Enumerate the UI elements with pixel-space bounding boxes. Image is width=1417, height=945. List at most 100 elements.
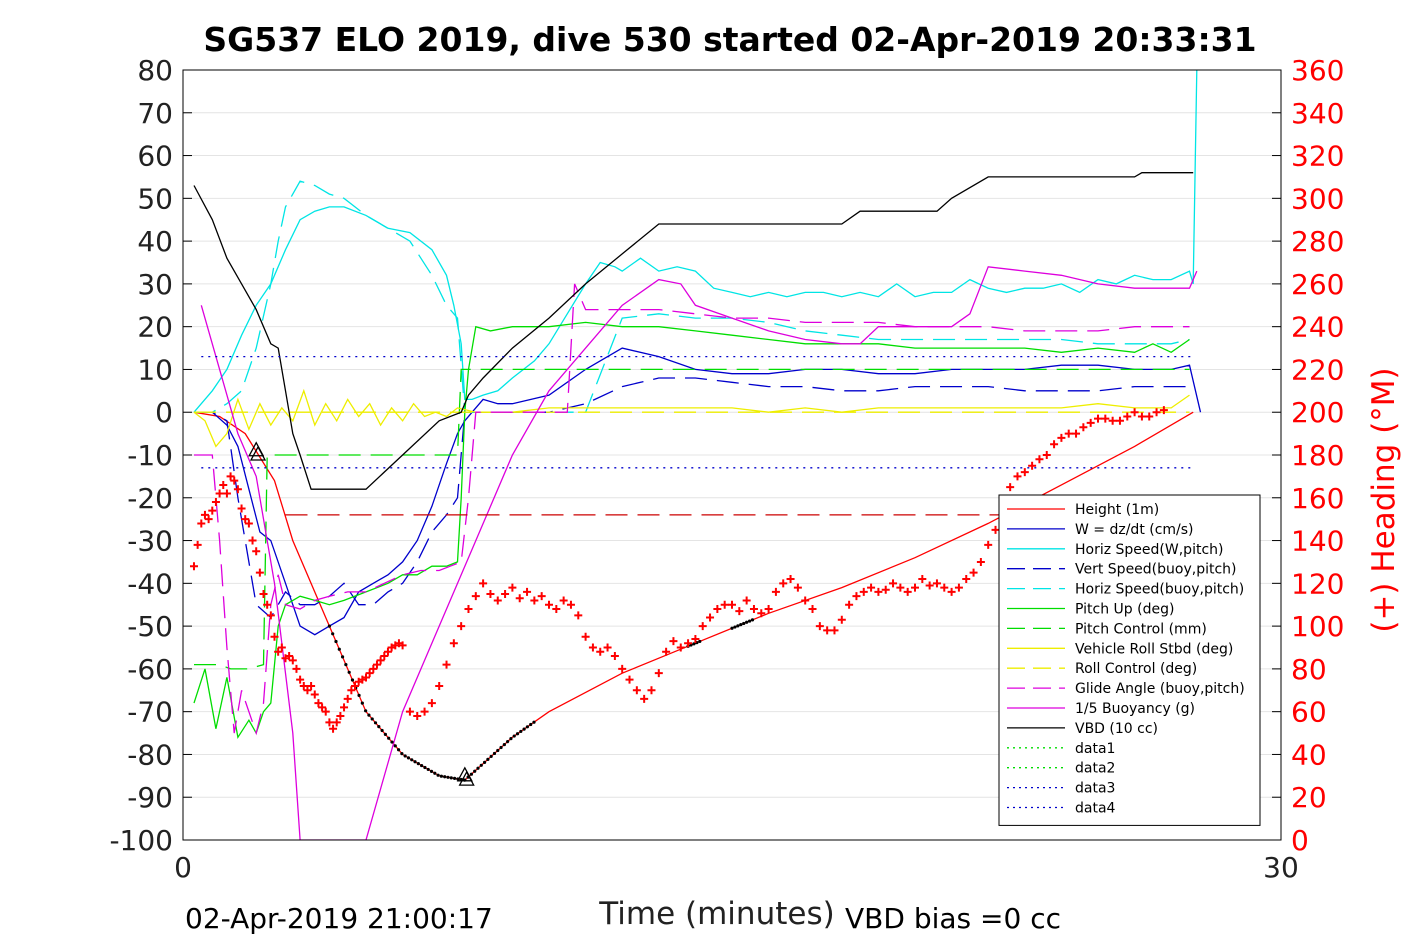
legend-label-pitch: Pitch Up (deg) (1075, 602, 1174, 618)
heading-marker (310, 690, 319, 699)
height-sample-point (532, 720, 536, 724)
heading-marker (596, 647, 605, 656)
heading-marker (369, 664, 378, 673)
left-axis-ticks: 80 70 60 50 40 30 20 10 0 -10 -20 -30 -40 -50 -60 -70 -8… (109, 54, 192, 857)
heading-marker (329, 724, 338, 733)
legend-label-roll_ctrl: Roll Control (deg) (1075, 661, 1197, 677)
heading-marker (618, 664, 627, 673)
heading-marker (808, 605, 817, 613)
series-line-pitch (193, 321, 1190, 740)
height-sample-point (377, 725, 381, 729)
y-tick-label: 80 (137, 54, 173, 87)
heading-marker (266, 611, 275, 620)
heading-marker (764, 605, 773, 613)
triangle-marker (249, 445, 267, 461)
height-sample-point (529, 722, 533, 727)
y2-tick-label: 360 (1291, 54, 1344, 87)
y-tick-label: -50 (127, 610, 173, 643)
height-sample-point (406, 756, 411, 760)
heading-marker (211, 498, 220, 507)
heading-marker (1072, 429, 1081, 438)
height-sample-point (400, 751, 404, 756)
y2-tick-label: 120 (1291, 567, 1344, 600)
heading-marker (380, 652, 389, 661)
y2-tick-label: 260 (1291, 268, 1344, 301)
heading-marker (336, 711, 345, 720)
legend-label-roll: Vehicle Roll Stbd (deg) (1075, 641, 1233, 657)
height-sample-point (482, 760, 487, 764)
height-sample-point (334, 639, 338, 644)
heading-marker (1094, 414, 1102, 423)
legend-label-horiz_w: Horiz Speed(W,pitch) (1075, 542, 1223, 558)
heading-marker (233, 485, 242, 494)
height-sample-point (347, 670, 351, 674)
y2-tick-label: 140 (1291, 525, 1344, 558)
heading-marker (362, 673, 370, 682)
heading-marker (464, 605, 473, 613)
heading-marker (303, 686, 312, 695)
heading-marker (669, 637, 678, 646)
height-sample-point (730, 626, 734, 630)
height-sample-point (509, 737, 513, 741)
heading-marker (969, 568, 978, 577)
heading-marker (1050, 440, 1059, 449)
height-sample-point (373, 721, 378, 725)
x-axis-ticks: 0 30 (174, 831, 1299, 884)
heading-marker (435, 682, 444, 690)
legend-label-glide: Glide Angle (buoy,pitch) (1075, 681, 1245, 697)
legend-label-vbd: VBD (10 cc) (1075, 721, 1158, 737)
series-line-roll (193, 388, 1190, 448)
heading-marker (1006, 483, 1015, 492)
heading-marker (918, 575, 927, 584)
heading-marker (405, 707, 414, 716)
series-layer (193, 70, 1202, 840)
legend: Height (1m) W = dz/dt (cm/s) Horiz Speed(W… (998, 494, 1261, 826)
x-tick-label: 30 (1263, 851, 1299, 884)
heading-marker (1130, 408, 1139, 417)
heading-marker (222, 489, 231, 498)
heading-marker (193, 540, 202, 549)
heading-marker (1057, 433, 1066, 442)
height-sample-point (506, 740, 510, 744)
legend-label-pitch_ctrl: Pitch Control (mm) (1075, 621, 1207, 637)
heading-marker (204, 515, 213, 524)
height-sample-point (750, 618, 755, 622)
y-tick-label: 70 (137, 97, 173, 130)
height-sample-point (452, 776, 457, 781)
heading-marker (903, 587, 912, 596)
y-tick-label: -30 (127, 525, 173, 558)
y-tick-label: -100 (109, 824, 173, 857)
heading-marker (911, 583, 919, 592)
heading-marker (932, 579, 941, 588)
height-sample-point (410, 758, 414, 762)
heading-marker (515, 594, 524, 603)
series-line-horiz_w (193, 70, 1198, 413)
height-sample-point (357, 693, 361, 698)
heading-marker (1086, 418, 1095, 427)
heading-marker (1064, 429, 1073, 438)
heading-marker (523, 587, 532, 596)
heading-marker (566, 600, 575, 609)
y-tick-label: 50 (137, 182, 173, 215)
heading-marker (574, 611, 583, 620)
heading-marker (1108, 416, 1117, 425)
heading-marker (874, 587, 883, 596)
legend-label-data1: data1 (1075, 741, 1115, 757)
y2-tick-label: 240 (1291, 311, 1344, 344)
height-sample-point (469, 772, 474, 776)
heading-layer (189, 406, 1168, 733)
heading-marker (815, 622, 824, 631)
heading-marker (215, 489, 224, 498)
heading-marker (314, 699, 323, 708)
height-sample-point (443, 775, 447, 779)
heading-marker (1013, 472, 1022, 481)
heading-marker (383, 647, 392, 656)
height-sample-point (496, 748, 500, 753)
height-sample-point (413, 760, 417, 764)
y-tick-label: 30 (137, 268, 173, 301)
legend-label-buoy: 1/5 Buoyancy (g) (1075, 701, 1195, 717)
height-sample-point (429, 769, 434, 773)
heading-marker (845, 600, 854, 609)
heading-marker (757, 609, 766, 618)
heading-marker (859, 587, 868, 596)
